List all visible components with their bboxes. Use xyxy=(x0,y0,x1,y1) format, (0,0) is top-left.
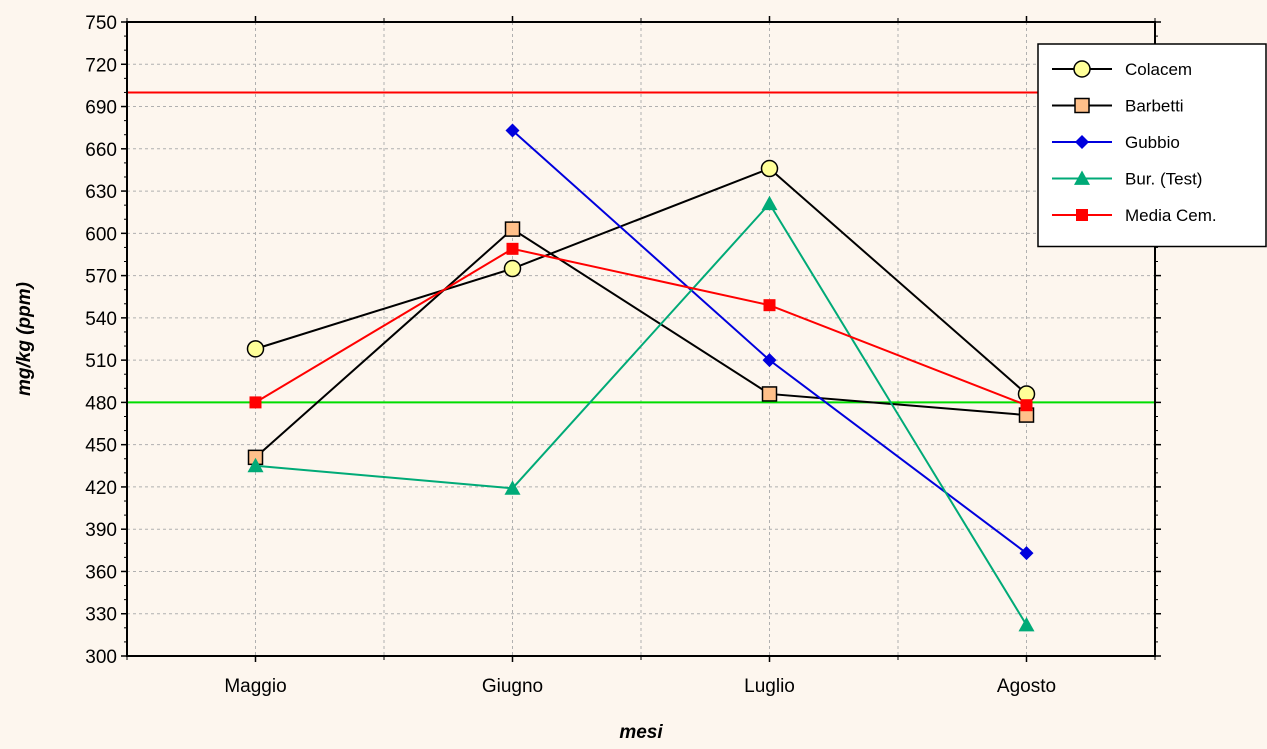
y-tick-label: 630 xyxy=(85,182,117,203)
data-point xyxy=(761,195,778,211)
x-tick-label: Giugno xyxy=(482,676,543,697)
y-tick-label: 720 xyxy=(85,55,117,76)
data-point xyxy=(504,221,521,237)
legend-label: Colacem xyxy=(1125,60,1192,79)
y-tick-label: 300 xyxy=(85,647,117,668)
x-tick-label: Agosto xyxy=(997,676,1056,697)
legend-item: Barbetti xyxy=(1052,97,1184,116)
y-tick-label: 480 xyxy=(85,393,117,414)
y-axis-title: mg/kg (ppm) xyxy=(14,282,35,396)
legend: Colacem Barbetti Gubbio Bur. (Test) Media Ce… xyxy=(1037,43,1267,248)
y-tick-label: 570 xyxy=(85,267,117,288)
data-point xyxy=(762,353,777,368)
x-axis-title: mesi xyxy=(619,722,663,743)
data-point xyxy=(1075,135,1089,149)
legend-item: Gubbio xyxy=(1052,133,1180,152)
legend-label: Bur. (Test) xyxy=(1125,170,1202,189)
data-point xyxy=(1020,399,1033,412)
data-point xyxy=(763,299,776,312)
series-line xyxy=(255,167,1028,395)
legend-item: Bur. (Test) xyxy=(1052,170,1202,189)
data-point xyxy=(761,386,778,402)
data-point xyxy=(247,457,264,473)
series-line xyxy=(255,202,1028,626)
data-point xyxy=(504,480,521,495)
legend-label: Media Cem. xyxy=(1125,206,1217,225)
data-point xyxy=(1073,60,1091,78)
x-tick-label: Luglio xyxy=(744,676,795,697)
series-4 xyxy=(249,242,1033,412)
data-point xyxy=(246,340,265,358)
y-tick-label: 660 xyxy=(85,140,117,161)
series-3 xyxy=(247,195,1035,632)
y-tick-label: 690 xyxy=(85,98,117,119)
y-tick-label: 360 xyxy=(85,562,117,583)
series xyxy=(246,123,1036,632)
grid xyxy=(127,22,1155,656)
series-0 xyxy=(246,159,1036,403)
data-point xyxy=(760,159,779,178)
data-point xyxy=(1074,97,1090,114)
x-tick-label: Maggio xyxy=(224,676,286,697)
y-tick-label: 600 xyxy=(85,224,117,245)
plot-frame xyxy=(126,21,1156,657)
data-point xyxy=(503,259,522,278)
legend-label: Gubbio xyxy=(1125,133,1180,152)
data-point xyxy=(1018,617,1035,632)
data-point xyxy=(1076,209,1088,221)
y-tick-label: 420 xyxy=(85,478,117,499)
series-2 xyxy=(505,123,1034,561)
reference-lines xyxy=(127,91,1155,404)
data-point xyxy=(1074,170,1090,185)
y-tick-label: 450 xyxy=(85,436,117,457)
series-line xyxy=(254,247,1027,407)
data-point xyxy=(505,123,520,138)
y-tick-label: 510 xyxy=(85,351,117,372)
y-tick-label: 540 xyxy=(85,309,117,330)
legend-item: Media Cem. xyxy=(1052,206,1217,225)
legend-item: Colacem xyxy=(1052,60,1192,79)
data-point xyxy=(506,242,519,255)
y-tick-label: 750 xyxy=(85,13,117,34)
data-point xyxy=(1019,546,1034,561)
y-axis: 300 330 360 390 420 450 480 510 540 570 600 630 660 6… xyxy=(85,13,1161,668)
x-axis: Maggio Giugno Luglio Agosto xyxy=(126,16,1156,697)
legend-label: Barbetti xyxy=(1125,97,1184,116)
y-tick-label: 330 xyxy=(85,605,117,626)
series-line xyxy=(254,227,1027,459)
y-tick-label: 390 xyxy=(85,520,117,541)
data-point xyxy=(249,396,262,409)
